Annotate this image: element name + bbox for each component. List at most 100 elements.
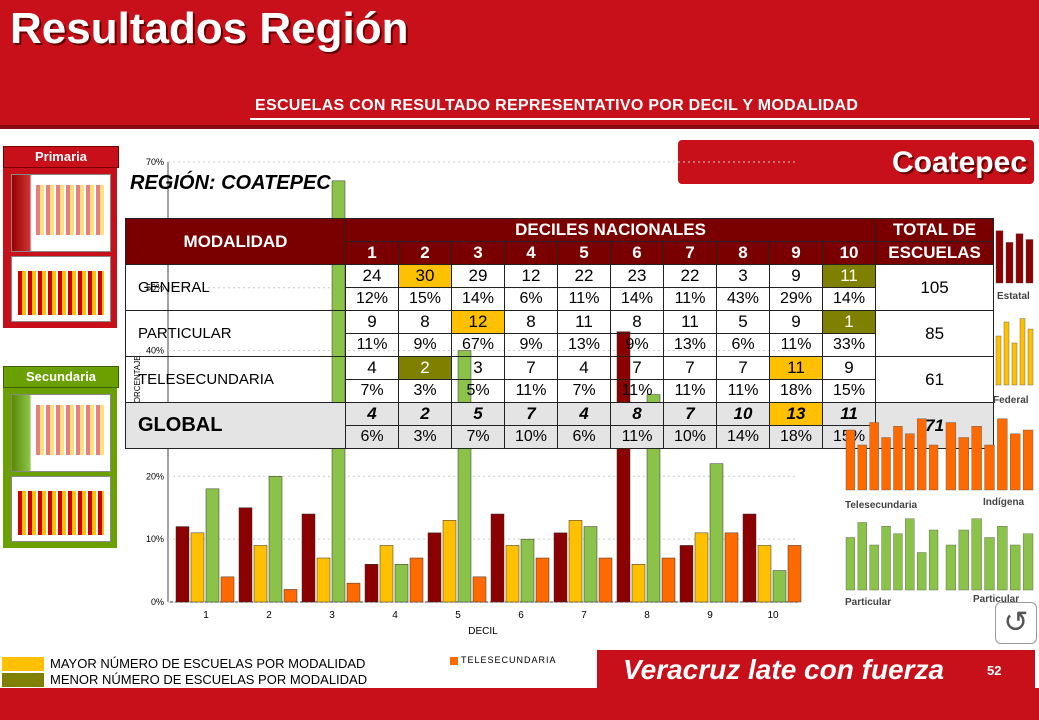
bar-general — [427, 532, 442, 603]
bar-telesecundaria — [220, 576, 235, 603]
decile-header: 7 — [663, 241, 717, 265]
percent-cell: 13% — [557, 333, 611, 357]
bar-general — [175, 526, 190, 603]
count-cell: 3 — [451, 356, 505, 380]
mini-chart-label: Particular — [973, 594, 1019, 605]
mini-bar — [971, 518, 982, 591]
mini-bar — [1019, 318, 1026, 386]
chart-legend-swatch — [450, 657, 458, 665]
bar-telesecundaria — [724, 532, 739, 603]
bar-particular — [568, 520, 583, 603]
modality-label: GENERAL — [125, 264, 346, 311]
table-row-global: 6%3%7%10%6%11%10%14%18%15% — [126, 425, 994, 449]
region-tab-label: Coatepec — [891, 146, 1027, 179]
count-cell: 8 — [398, 310, 452, 334]
total-header-2: ESCUELAS — [875, 241, 995, 265]
bar-estatal — [394, 564, 409, 603]
mini-chart-label: Estatal — [997, 291, 1030, 302]
x-tick-label: 1 — [203, 610, 209, 621]
secundaria-panel[interactable] — [3, 388, 117, 548]
bar-particular — [694, 532, 709, 603]
x-tick-label: 7 — [581, 610, 587, 621]
count-cell: 5 — [716, 310, 770, 334]
mini-bar — [997, 418, 1008, 491]
percent-cell: 13% — [663, 333, 717, 357]
bar-estatal — [772, 570, 787, 603]
count-cell: 2 — [398, 402, 452, 426]
mini-bar — [984, 537, 995, 591]
count-cell: 11 — [821, 264, 877, 288]
percent-cell: 11% — [504, 379, 558, 403]
percent-cell: 14% — [716, 425, 770, 449]
header-banner — [0, 0, 1039, 128]
mini-bar — [869, 422, 879, 491]
page-subtitle: ESCUELAS CON RESULTADO REPRESENTATIVO PO… — [255, 97, 859, 114]
mini-bar — [945, 544, 957, 591]
secundaria-table-thumbnail[interactable] — [11, 394, 111, 472]
mini-bar — [857, 522, 867, 591]
percent-cell: 11% — [663, 287, 717, 311]
count-cell: 8 — [610, 402, 664, 426]
total-cell: 85 — [875, 310, 995, 357]
mini-bar — [958, 437, 969, 491]
mini-bar — [995, 335, 1002, 386]
primaria-button[interactable]: Primaria — [3, 146, 119, 168]
percent-cell: 9% — [398, 333, 452, 357]
count-cell: 9 — [769, 264, 823, 288]
modality-mini-charts: Estatal Federal Telesecundaria Indígena Part… — [845, 215, 1035, 610]
count-cell: 9 — [769, 310, 823, 334]
secundaria-button[interactable]: Secundaria — [3, 366, 119, 388]
bar-estatal — [520, 538, 535, 603]
count-cell: 4 — [345, 402, 399, 426]
count-cell: 3 — [716, 264, 770, 288]
percent-cell: 18% — [769, 425, 823, 449]
mini-chart-label: Federal — [993, 395, 1029, 406]
return-icon[interactable]: ↺ — [995, 602, 1037, 644]
percent-cell: 10% — [663, 425, 717, 449]
count-cell: 5 — [451, 402, 505, 426]
mini-bar — [997, 526, 1008, 591]
primaria-chart-thumbnail[interactable] — [11, 256, 111, 322]
percent-cell: 67% — [451, 333, 505, 357]
decile-header: 10 — [821, 241, 877, 265]
percent-cell: 29% — [769, 287, 823, 311]
percent-cell: 15% — [821, 379, 877, 403]
mini-bar — [881, 437, 891, 491]
count-cell: 2 — [398, 356, 452, 380]
count-cell: 12 — [504, 264, 558, 288]
primaria-panel[interactable] — [3, 168, 117, 328]
region-tab — [678, 140, 1034, 184]
bar-telesecundaria — [661, 557, 676, 603]
count-cell: 4 — [345, 356, 399, 380]
percent-cell: 9% — [504, 333, 558, 357]
bar-estatal — [268, 476, 283, 603]
primaria-table-thumbnail[interactable] — [11, 174, 111, 252]
mini-bar — [1022, 533, 1034, 591]
count-cell: 7 — [504, 402, 558, 426]
bar-general — [742, 513, 757, 603]
footer-band — [0, 688, 1039, 720]
mini-bar — [1010, 433, 1021, 491]
secundaria-chart-thumbnail[interactable] — [11, 476, 111, 542]
slogan-banner — [597, 650, 1035, 688]
decile-header: 9 — [769, 241, 823, 265]
percent-cell: 11% — [610, 425, 664, 449]
percent-cell: 6% — [716, 333, 770, 357]
count-cell: 7 — [610, 356, 664, 380]
mini-chart-label: Particular — [845, 597, 891, 608]
count-cell: 22 — [557, 264, 611, 288]
percent-cell: 11% — [663, 379, 717, 403]
mini-bar — [845, 429, 856, 491]
count-cell: 11 — [769, 356, 823, 380]
decile-header: 2 — [398, 241, 452, 265]
subtitle-underline — [250, 96, 1030, 120]
x-tick-label: 10 — [767, 610, 779, 621]
bar-telesecundaria — [598, 557, 613, 603]
count-cell: 8 — [610, 310, 664, 334]
count-cell: 10 — [716, 402, 770, 426]
count-cell: 7 — [663, 402, 717, 426]
percent-cell: 10% — [504, 425, 558, 449]
mini-bar — [945, 422, 957, 491]
count-cell: 30 — [398, 264, 452, 288]
total-cell: 105 — [875, 264, 995, 311]
